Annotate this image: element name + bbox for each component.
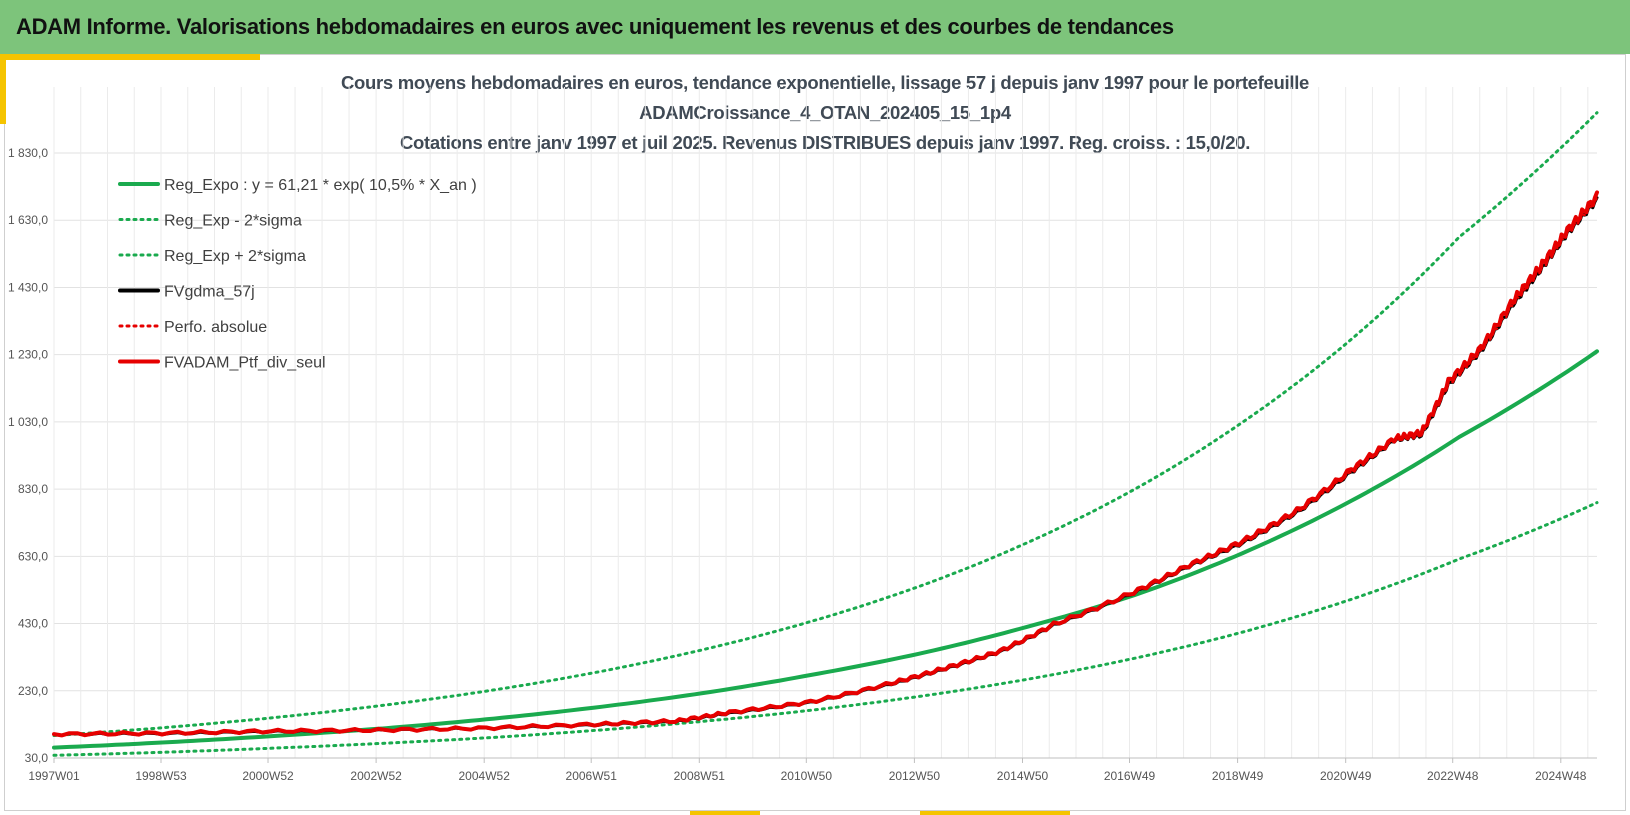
legend-label: Perfo. absolue: [164, 319, 267, 336]
series-reg-exp-plus-2sigma: [52, 111, 1599, 737]
report-title: ADAM Informe. Valorisations hebdomadaire…: [16, 14, 1174, 39]
y-tick-label: 230,0: [18, 684, 48, 698]
y-tick-label: 630,0: [18, 549, 48, 563]
series-perfo-absolue: [53, 196, 1598, 737]
legend-label: Reg_Exp - 2*sigma: [164, 213, 302, 230]
report-header: ADAM Informe. Valorisations hebdomadaire…: [0, 0, 1630, 54]
x-tick-label: 2020W49: [1320, 769, 1372, 783]
x-tick-label: 2016W49: [1104, 769, 1156, 783]
chart-title-line-2: ADAMCroissance_4_OTAN_202405_15_1p4: [639, 102, 1011, 123]
x-tick-label: 2010W50: [781, 769, 833, 783]
series-fvadam-ptf-div-seul: [52, 190, 1599, 738]
accent-bar-bottom-1: [690, 811, 760, 815]
series-fvgdma-57j: [52, 196, 1599, 737]
x-tick-label: 2012W50: [889, 769, 941, 783]
y-tick-label: 830,0: [18, 482, 48, 496]
x-tick-label: 2008W51: [674, 769, 726, 783]
x-tick-label: 2000W52: [242, 769, 294, 783]
x-tick-label: 2022W48: [1427, 769, 1479, 783]
chart-title-line-1: Cours moyens hebdomadaires en euros, ten…: [340, 72, 1310, 93]
y-tick-label: 1 030,0: [8, 415, 48, 429]
series-reg-expo: [52, 349, 1599, 750]
series-reg-exp-minus-2sigma: [52, 501, 1599, 757]
legend-label: Reg_Exp + 2*sigma: [164, 248, 306, 265]
x-tick-label: 2002W52: [350, 769, 402, 783]
y-tick-label: 1 430,0: [8, 280, 48, 294]
legend-label: FVADAM_Ptf_div_seul: [164, 355, 326, 372]
x-tick-label: 2018W49: [1212, 769, 1264, 783]
y-tick-label: 1 830,0: [8, 146, 48, 160]
accent-bar-left: [0, 54, 6, 124]
accent-bar-bottom-2: [920, 811, 1070, 815]
y-tick-label: 1 630,0: [8, 213, 48, 227]
chart-title-line-3: Cotations entre janv 1997 et juil 2025. …: [399, 132, 1251, 153]
y-tick-label: 430,0: [18, 617, 48, 631]
y-tick-label: 1 230,0: [8, 348, 48, 362]
accent-bar-top: [0, 54, 260, 60]
x-tick-label: 2006W51: [566, 769, 618, 783]
y-tick-label: 30,0: [25, 751, 49, 765]
x-tick-label: 1997W01: [28, 769, 80, 783]
x-tick-label: 1998W53: [135, 769, 187, 783]
x-tick-label: 2024W48: [1535, 769, 1587, 783]
chart-frame: [4, 54, 1626, 811]
legend-label: Reg_Expo : y = 61,21 * exp( 10,5% * X_an…: [164, 177, 477, 194]
legend-label: FVgdma_57j: [164, 284, 255, 301]
x-tick-label: 2014W50: [997, 769, 1049, 783]
x-tick-label: 2004W52: [459, 769, 511, 783]
